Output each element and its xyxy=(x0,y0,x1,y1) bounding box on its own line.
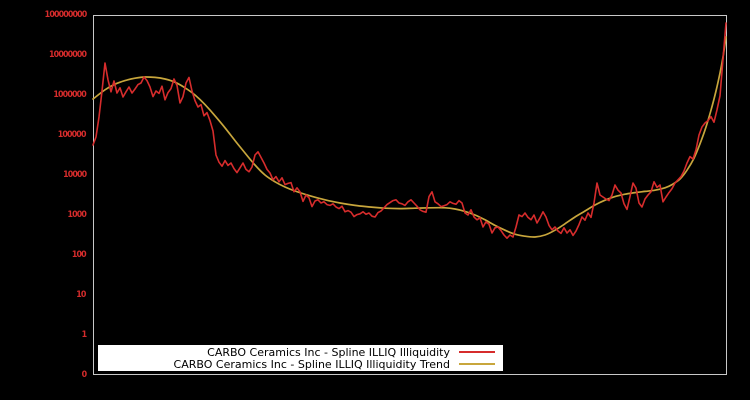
illiq-series-line xyxy=(92,22,727,239)
y-tick-label: 100 xyxy=(72,250,87,260)
legend-label-trend: CARBO Ceramics Inc - Spline ILLIQ Illiqu… xyxy=(173,357,450,371)
y-tick-label: 100000 xyxy=(58,130,87,140)
y-tick-label: 10000 xyxy=(62,170,87,180)
legend: CARBO Ceramics Inc - Spline ILLIQ Illiqu… xyxy=(98,345,503,371)
y-tick-label: 0 xyxy=(81,370,87,380)
y-tick-label: 1000000 xyxy=(53,90,87,100)
legend-item-illiq: CARBO Ceramics Inc - Spline ILLIQ Illiqu… xyxy=(102,345,495,359)
legend-label-illiq: CARBO Ceramics Inc - Spline ILLIQ Illiqu… xyxy=(207,345,450,359)
y-tick-label: 100000000 xyxy=(44,10,87,20)
trend-series-line xyxy=(92,36,727,238)
y-tick-label: 1000 xyxy=(67,210,86,220)
y-tick-label: 10000000 xyxy=(48,50,87,60)
legend-line-sample-yellow xyxy=(459,363,495,365)
y-tick-label: 1 xyxy=(81,330,87,340)
y-tick-label: 10 xyxy=(76,290,87,300)
legend-item-trend: CARBO Ceramics Inc - Spline ILLIQ Illiqu… xyxy=(102,357,495,371)
legend-line-sample-red xyxy=(459,351,495,353)
